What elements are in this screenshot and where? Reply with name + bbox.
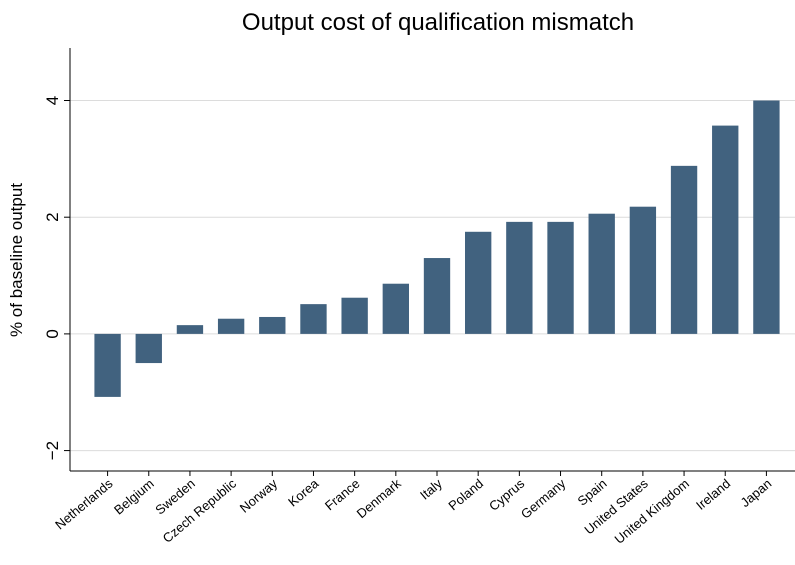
- bar: [94, 333, 121, 397]
- y-axis-label: % of baseline output: [7, 183, 26, 337]
- bar: [382, 283, 409, 334]
- bar: [629, 206, 657, 334]
- bar: [135, 333, 162, 364]
- bar: [506, 221, 533, 334]
- bar: [588, 213, 615, 334]
- y-tick-label: 2: [43, 212, 62, 221]
- bar: [712, 125, 739, 334]
- bar: [259, 316, 286, 334]
- bar: [423, 258, 451, 334]
- bar: [547, 221, 574, 334]
- bar: [300, 304, 327, 334]
- bar: [341, 297, 368, 334]
- bar: [753, 100, 780, 334]
- bar: [670, 165, 698, 334]
- chart-title: Output cost of qualification mismatch: [242, 9, 634, 36]
- bar: [176, 325, 204, 334]
- y-tick-label: 0: [43, 329, 62, 338]
- y-tick-label: 4: [43, 96, 62, 105]
- y-tick-label: −2: [43, 441, 62, 460]
- bar: [217, 318, 245, 334]
- bar: [465, 231, 492, 334]
